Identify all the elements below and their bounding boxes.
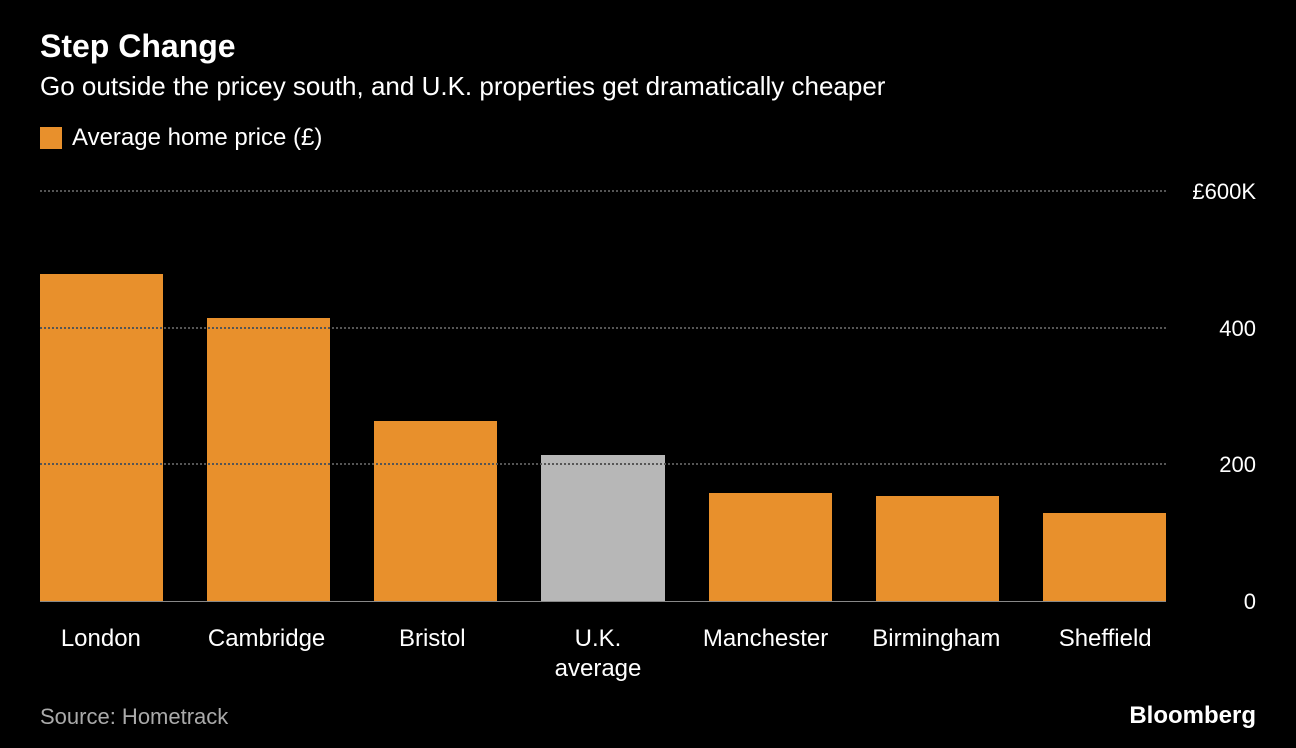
- bar: [40, 274, 163, 602]
- chart-area: LondonCambridgeBristolU.K.averageManches…: [40, 162, 1256, 602]
- x-axis-label: Bristol: [371, 610, 493, 684]
- grid-line: [40, 463, 1166, 465]
- chart-title: Step Change: [40, 28, 1256, 65]
- chart-subtitle: Go outside the pricey south, and U.K. pr…: [40, 71, 1256, 102]
- bar-slot: [207, 192, 330, 602]
- y-axis-tick-label: 200: [1176, 452, 1256, 478]
- x-axis-label: U.K.average: [537, 610, 659, 684]
- bar-slot: [709, 192, 832, 602]
- y-axis-tick-label: 0: [1176, 589, 1256, 615]
- bar: [541, 455, 664, 602]
- baseline: [40, 601, 1166, 602]
- x-axis-label: Cambridge: [206, 610, 328, 684]
- legend: Average home price (£): [40, 124, 1256, 152]
- x-axis-labels: London Cambridge Bristol U.K.average Manches…: [40, 610, 1166, 684]
- bar-slot: [40, 192, 163, 602]
- x-axis-label: Manchester: [703, 610, 828, 684]
- grid-line: [40, 190, 1166, 192]
- bar: [374, 421, 497, 602]
- bars-group: [40, 192, 1166, 602]
- chart-container: Step Change Go outside the pricey south,…: [0, 0, 1296, 748]
- bar-slot: [374, 192, 497, 602]
- bar: [207, 318, 330, 602]
- bar-slot: [1043, 192, 1166, 602]
- bar: [876, 496, 999, 602]
- y-axis-tick-label: £600K: [1176, 179, 1256, 205]
- plot-area: [40, 192, 1166, 602]
- x-axis-label: London: [40, 610, 162, 684]
- y-axis-tick-label: 400: [1176, 316, 1256, 342]
- bar-slot: [541, 192, 664, 602]
- brand-logo: Bloomberg: [1129, 702, 1256, 730]
- legend-swatch: [40, 127, 62, 149]
- bar-slot: [876, 192, 999, 602]
- bar: [1043, 513, 1166, 602]
- bar: [709, 493, 832, 602]
- source-text: Source: Hometrack: [40, 704, 228, 730]
- grid-line: [40, 327, 1166, 329]
- legend-label: Average home price (£): [72, 124, 322, 152]
- footer: Source: Hometrack Bloomberg: [40, 702, 1256, 730]
- x-axis-label: Birmingham: [872, 610, 1000, 684]
- x-axis-label: Sheffield: [1044, 610, 1166, 684]
